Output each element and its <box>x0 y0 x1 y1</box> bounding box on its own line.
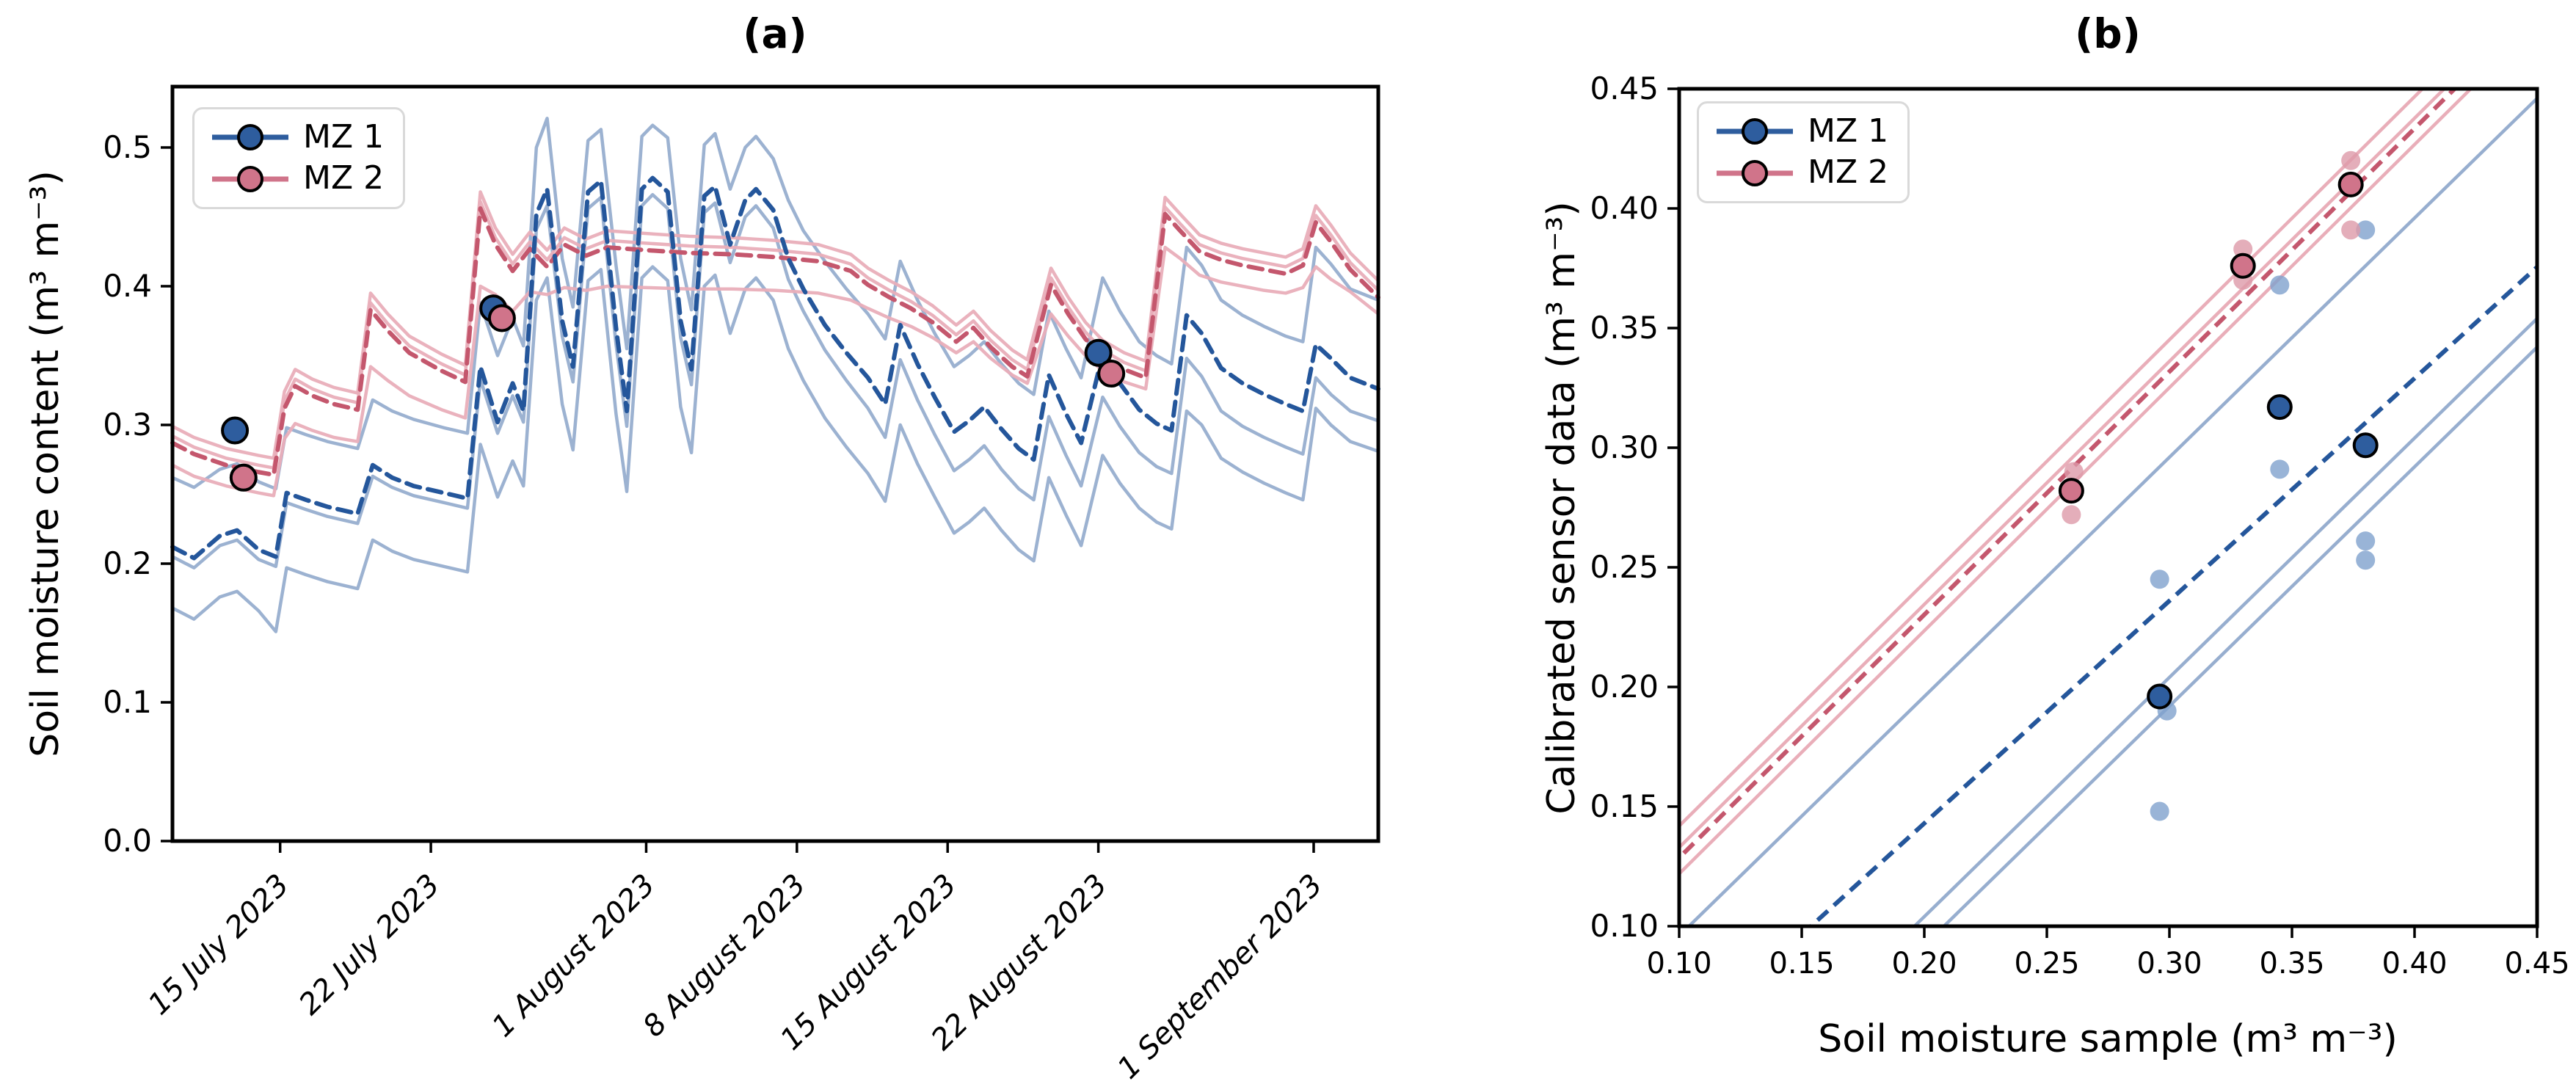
panel-b-clipped-content <box>1679 89 2537 926</box>
panel-b-title: (b) <box>2075 10 2141 57</box>
scatter-point-mz1-replicates <box>2356 531 2376 551</box>
scatter-point-mz1-replicates <box>2270 275 2290 295</box>
y-tick-label: 0.3 <box>103 407 152 443</box>
scatter-point-mz2-replicates <box>2064 462 2084 481</box>
series-line-mz1-sensor-a <box>170 117 1380 491</box>
x-tick-label: 0.20 <box>1891 947 1957 981</box>
x-tick-label: 0.35 <box>2259 947 2324 981</box>
panel-b-x-axis-label: Soil moisture sample (m³ m⁻³) <box>1818 1017 2398 1061</box>
legend-item-mz2: MZ 2 <box>1714 153 1889 192</box>
series-line-mz2-sensor-c <box>170 245 1380 498</box>
x-tick-label: 1 September 2023 <box>1111 868 1329 1084</box>
scatter-point-mz1-replicates <box>2150 570 2169 589</box>
y-tick-label: 0.45 <box>1590 70 1659 106</box>
scatter-point-mz2-replicates <box>2341 150 2361 170</box>
panel-a-legend: MZ 1 MZ 2 <box>192 107 406 209</box>
y-tick-label: 0.35 <box>1590 310 1659 346</box>
legend-label-mz1: MZ 1 <box>303 118 385 156</box>
panel-b-y-axis-label: Calibrated sensor data (m³ m⁻³) <box>1540 201 1584 815</box>
series-line-mz1-mean <box>170 175 1380 561</box>
x-tick-label: 15 July 2023 <box>142 868 295 1022</box>
scatter-point-mz1-means <box>2147 683 2173 710</box>
regression-line-mz2-fit <box>1679 89 2458 861</box>
x-tick-label: 0.25 <box>2014 947 2079 981</box>
scatter-point-mz1-means <box>2266 394 2293 421</box>
sample-marker-mz2-samples <box>487 304 516 332</box>
panel-a-title: (a) <box>743 10 807 57</box>
x-tick-label: 0.10 <box>1646 947 1711 981</box>
scatter-point-mz2-means <box>2058 478 2084 504</box>
mz2-line-marker-icon <box>1717 159 1793 186</box>
regression-line-mz1-ci-lower <box>1941 344 2537 926</box>
mz2-line-marker-icon <box>212 165 288 192</box>
y-tick-label: 0.25 <box>1590 549 1659 585</box>
x-tick-label: 1 August 2023 <box>486 868 661 1044</box>
regression-line-mz1-fit <box>1808 263 2537 926</box>
legend-marker-sample <box>1742 118 1768 145</box>
mz1-line-marker-icon <box>212 124 288 151</box>
legend-item-mz2: MZ 2 <box>209 159 385 197</box>
legend-marker-sample <box>237 124 263 151</box>
series-line-mz1-sensor-b <box>170 192 1380 570</box>
legend-label-mz2: MZ 2 <box>1808 153 1889 192</box>
scatter-point-mz2-replicates <box>2233 239 2253 259</box>
legend-label-mz1: MZ 1 <box>1808 112 1889 150</box>
panel-a-y-axis-label: Soil moisture content (m³ m⁻³) <box>23 170 68 757</box>
y-tick-label: 0.40 <box>1590 190 1659 226</box>
legend-label-mz2: MZ 2 <box>303 159 385 197</box>
x-tick-label: 22 July 2023 <box>293 868 446 1022</box>
legend-item-mz1: MZ 1 <box>1714 112 1889 150</box>
regression-line-mz2-ci-lower <box>1679 89 2473 876</box>
sample-marker-mz1-samples <box>221 416 250 445</box>
scatter-point-mz2-means <box>2337 171 2364 197</box>
scatter-point-mz2-replicates <box>2341 220 2361 240</box>
y-tick-label: 0.0 <box>103 823 152 859</box>
y-tick-label: 0.4 <box>103 268 152 304</box>
scatter-point-mz1-replicates <box>2356 220 2376 240</box>
regression-line-mz1-ci-upper <box>1912 316 2537 926</box>
y-tick-label: 0.10 <box>1590 908 1659 944</box>
sample-marker-mz2-samples <box>229 463 258 492</box>
y-tick-label: 0.30 <box>1590 429 1659 465</box>
y-tick-label: 0.1 <box>103 684 152 720</box>
y-tick-label: 0.15 <box>1590 788 1659 824</box>
legend-marker-sample <box>1742 159 1768 186</box>
regression-line-mz2-ci-upper <box>1679 89 2426 829</box>
scatter-point-mz1-replicates <box>2150 801 2169 821</box>
x-tick-label: 0.15 <box>1769 947 1834 981</box>
scatter-point-mz2-replicates <box>2062 505 2081 525</box>
legend-marker-sample <box>237 165 263 192</box>
scatter-point-mz1-means <box>2352 432 2379 459</box>
y-tick-label: 0.2 <box>103 545 152 581</box>
x-tick-label: 0.30 <box>2136 947 2202 981</box>
panel-b-legend: MZ 1 MZ 2 <box>1697 101 1910 203</box>
plot-box-spines <box>170 84 1380 843</box>
scatter-point-mz2-means <box>2230 252 2256 279</box>
x-tick-label: 8 August 2023 <box>636 868 812 1044</box>
legend-item-mz1: MZ 1 <box>209 118 385 156</box>
sample-marker-mz1-samples <box>1084 338 1113 367</box>
scatter-point-mz1-replicates <box>2356 550 2376 570</box>
y-tick-label: 0.5 <box>103 129 152 165</box>
x-tick-label: 0.40 <box>2382 947 2447 981</box>
series-line-mz1-sensor-c <box>170 265 1380 633</box>
y-tick-label: 0.20 <box>1590 669 1659 705</box>
series-line-mz2-mean <box>170 206 1380 478</box>
regression-line-mz1-sensor-line <box>1687 95 2537 926</box>
scatter-point-mz1-replicates <box>2270 459 2290 479</box>
plot-box-spines <box>1677 87 2539 928</box>
x-tick-label: 0.45 <box>2504 947 2569 981</box>
mz1-line-marker-icon <box>1717 118 1793 145</box>
sample-marker-mz2-samples <box>1097 360 1126 388</box>
